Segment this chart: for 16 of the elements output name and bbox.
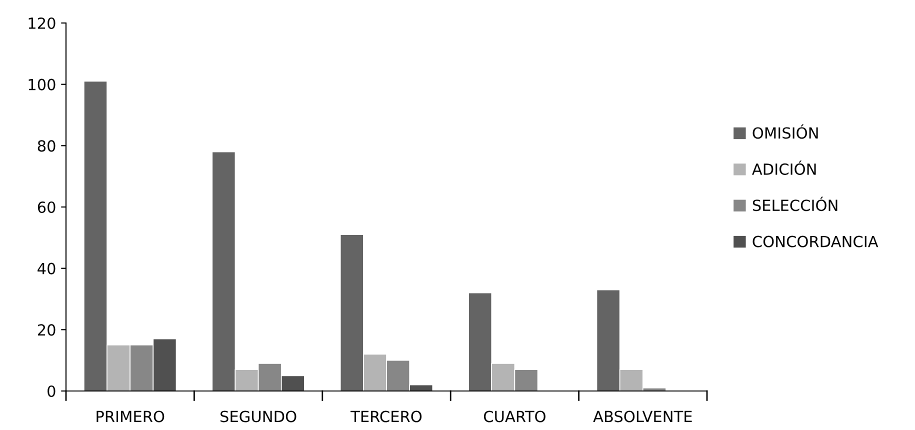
x-tick-label: PRIMERO [96, 410, 164, 422]
y-tick-label: 0 [48, 385, 56, 398]
y-tick-label: 60 [38, 201, 56, 214]
y-tick-label: 40 [38, 262, 56, 274]
y-tick-label: 80 [38, 140, 56, 152]
legend-label: SELECCIÓN [752, 196, 838, 212]
x-tick-label: CUARTO [484, 410, 546, 422]
legend-label: ADICIÓN [752, 160, 816, 175]
x-tick-label: TERCERO [350, 410, 422, 422]
x-tick-label: SEGUNDO [220, 410, 296, 422]
x-tick-label: ABSOLVENTE [593, 410, 692, 422]
y-tick-label: 20 [38, 324, 56, 336]
y-tick-label: 100 [28, 78, 56, 90]
legend-label: OMISIÓN [752, 124, 818, 139]
y-tick-label: 120 [28, 17, 56, 30]
legend-label: CONCORDANCIA [752, 236, 878, 248]
